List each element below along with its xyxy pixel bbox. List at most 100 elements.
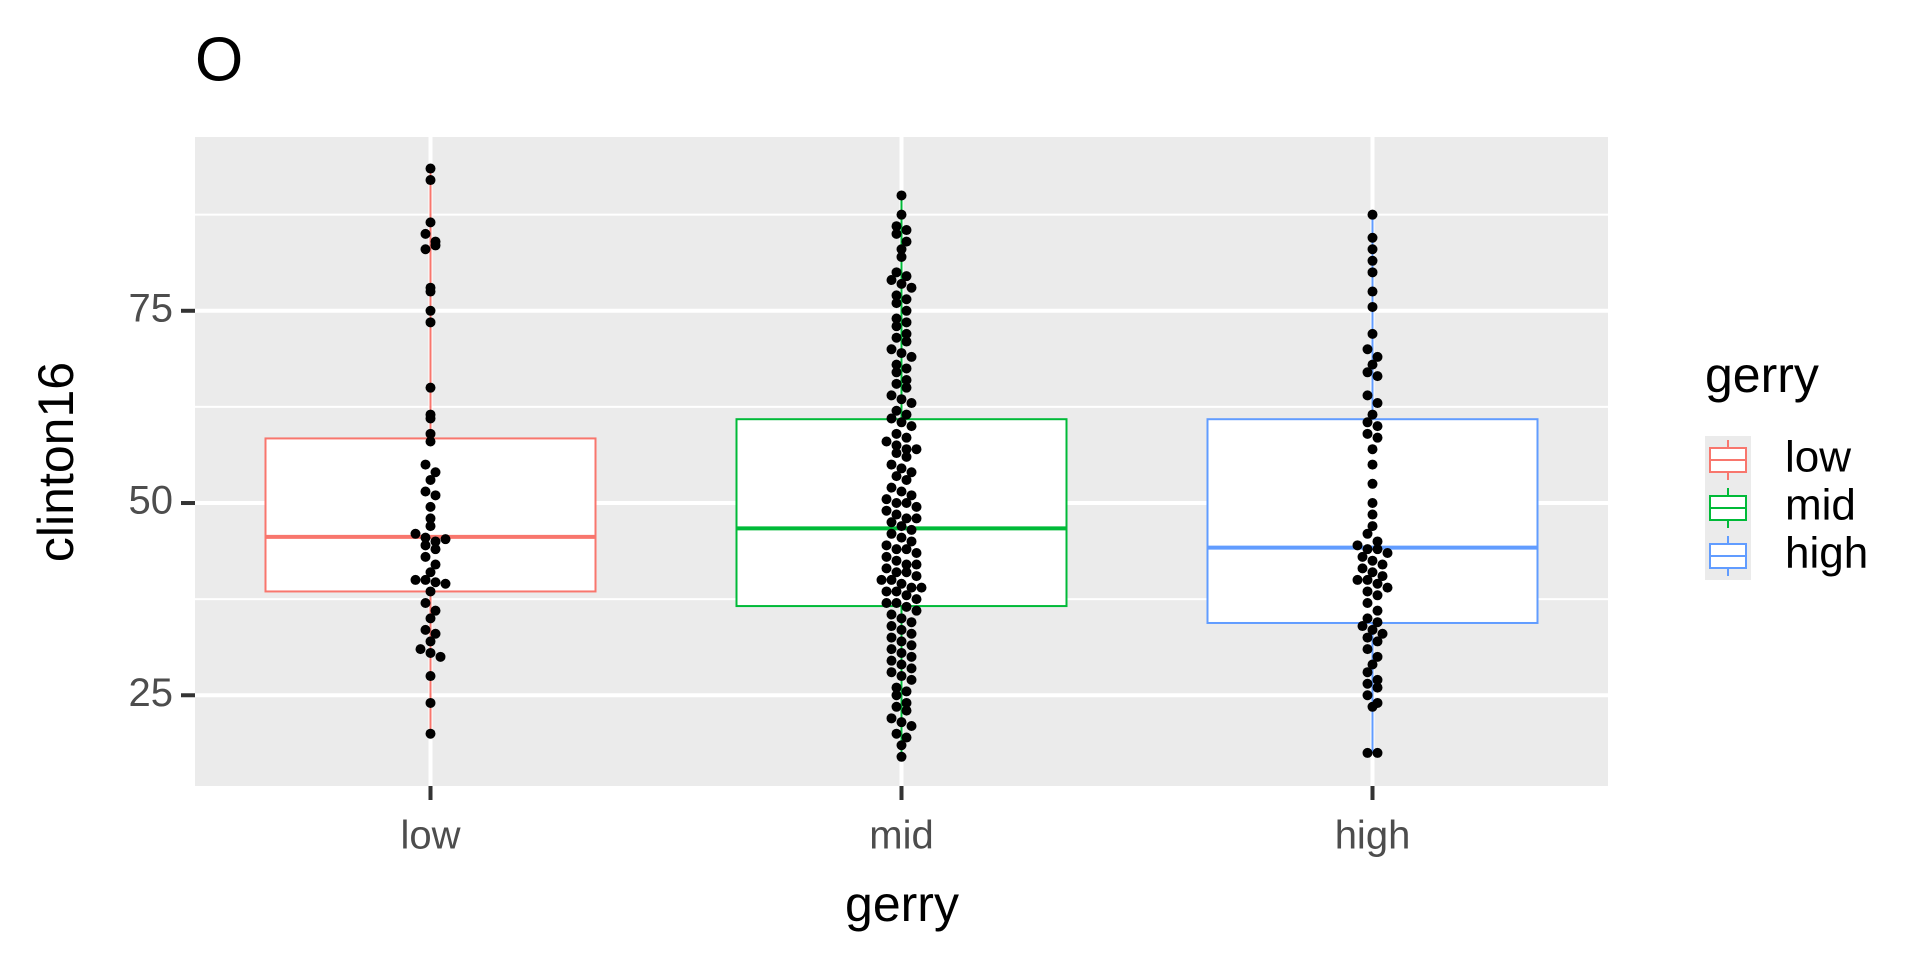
point	[881, 505, 892, 516]
point	[881, 586, 892, 597]
point	[1367, 328, 1378, 339]
point	[1362, 667, 1373, 678]
point	[1352, 574, 1363, 585]
point	[886, 644, 897, 655]
point	[901, 513, 912, 524]
point	[886, 275, 897, 286]
point	[881, 563, 892, 574]
point	[1372, 605, 1383, 616]
point	[1372, 651, 1383, 662]
point	[425, 413, 436, 424]
point	[891, 321, 902, 332]
legend-title: gerry	[1705, 347, 1819, 403]
point	[886, 528, 897, 539]
point	[896, 578, 907, 589]
point	[911, 605, 922, 616]
point	[1367, 509, 1378, 520]
point	[881, 551, 892, 562]
point	[891, 367, 902, 378]
point	[1372, 544, 1383, 555]
point	[891, 509, 902, 520]
point	[1372, 590, 1383, 601]
point	[896, 417, 907, 428]
point	[425, 305, 436, 316]
point	[891, 267, 902, 278]
point	[1362, 586, 1373, 597]
point	[891, 221, 902, 232]
point	[891, 471, 902, 482]
point	[906, 663, 917, 674]
point	[901, 444, 912, 455]
point	[891, 690, 902, 701]
point	[430, 467, 441, 478]
point	[1372, 674, 1383, 685]
point	[1367, 255, 1378, 266]
point	[901, 697, 912, 708]
point	[896, 209, 907, 220]
point	[425, 382, 436, 393]
point	[901, 336, 912, 347]
point	[906, 398, 917, 409]
point	[1382, 582, 1393, 593]
point	[1372, 578, 1383, 589]
point	[1367, 498, 1378, 509]
point	[891, 298, 902, 309]
point	[420, 244, 431, 255]
point	[896, 532, 907, 543]
point	[1367, 244, 1378, 255]
point	[896, 624, 907, 635]
point	[896, 190, 907, 201]
point	[891, 701, 902, 712]
point	[425, 501, 436, 512]
y-tick-label: 25	[129, 671, 174, 715]
point	[1372, 617, 1383, 628]
point	[425, 436, 436, 447]
point	[911, 571, 922, 582]
point	[425, 474, 436, 485]
point	[430, 559, 441, 570]
legend-label: low	[1785, 433, 1851, 482]
point	[896, 751, 907, 762]
point	[1367, 286, 1378, 297]
x-tick-label: low	[400, 814, 460, 858]
point	[1372, 421, 1383, 432]
point	[1367, 301, 1378, 312]
x-tick-label: mid	[869, 814, 933, 858]
point	[1357, 621, 1368, 632]
y-tick-label: 50	[129, 479, 174, 523]
point	[1367, 478, 1378, 489]
point	[1377, 571, 1388, 582]
point	[891, 359, 902, 370]
point	[891, 405, 902, 416]
point	[425, 428, 436, 439]
point	[896, 659, 907, 670]
point	[881, 540, 892, 551]
point	[906, 628, 917, 639]
point	[1362, 597, 1373, 608]
point	[891, 567, 902, 578]
point	[1362, 544, 1373, 555]
point	[1362, 574, 1373, 585]
point	[415, 644, 426, 655]
point	[911, 559, 922, 570]
point	[1367, 359, 1378, 370]
point	[420, 551, 431, 562]
point	[425, 175, 436, 186]
point	[886, 344, 897, 355]
point	[1362, 390, 1373, 401]
point	[911, 594, 922, 605]
point	[891, 544, 902, 555]
legend-label: high	[1785, 529, 1868, 578]
point	[896, 244, 907, 255]
point	[425, 671, 436, 682]
point	[1352, 540, 1363, 551]
point	[891, 498, 902, 509]
point	[430, 490, 441, 501]
y-axis-title: clinton16	[28, 362, 84, 562]
point	[881, 494, 892, 505]
point	[906, 490, 917, 501]
point	[1362, 747, 1373, 758]
point	[901, 225, 912, 236]
point	[896, 717, 907, 728]
point	[440, 578, 451, 589]
